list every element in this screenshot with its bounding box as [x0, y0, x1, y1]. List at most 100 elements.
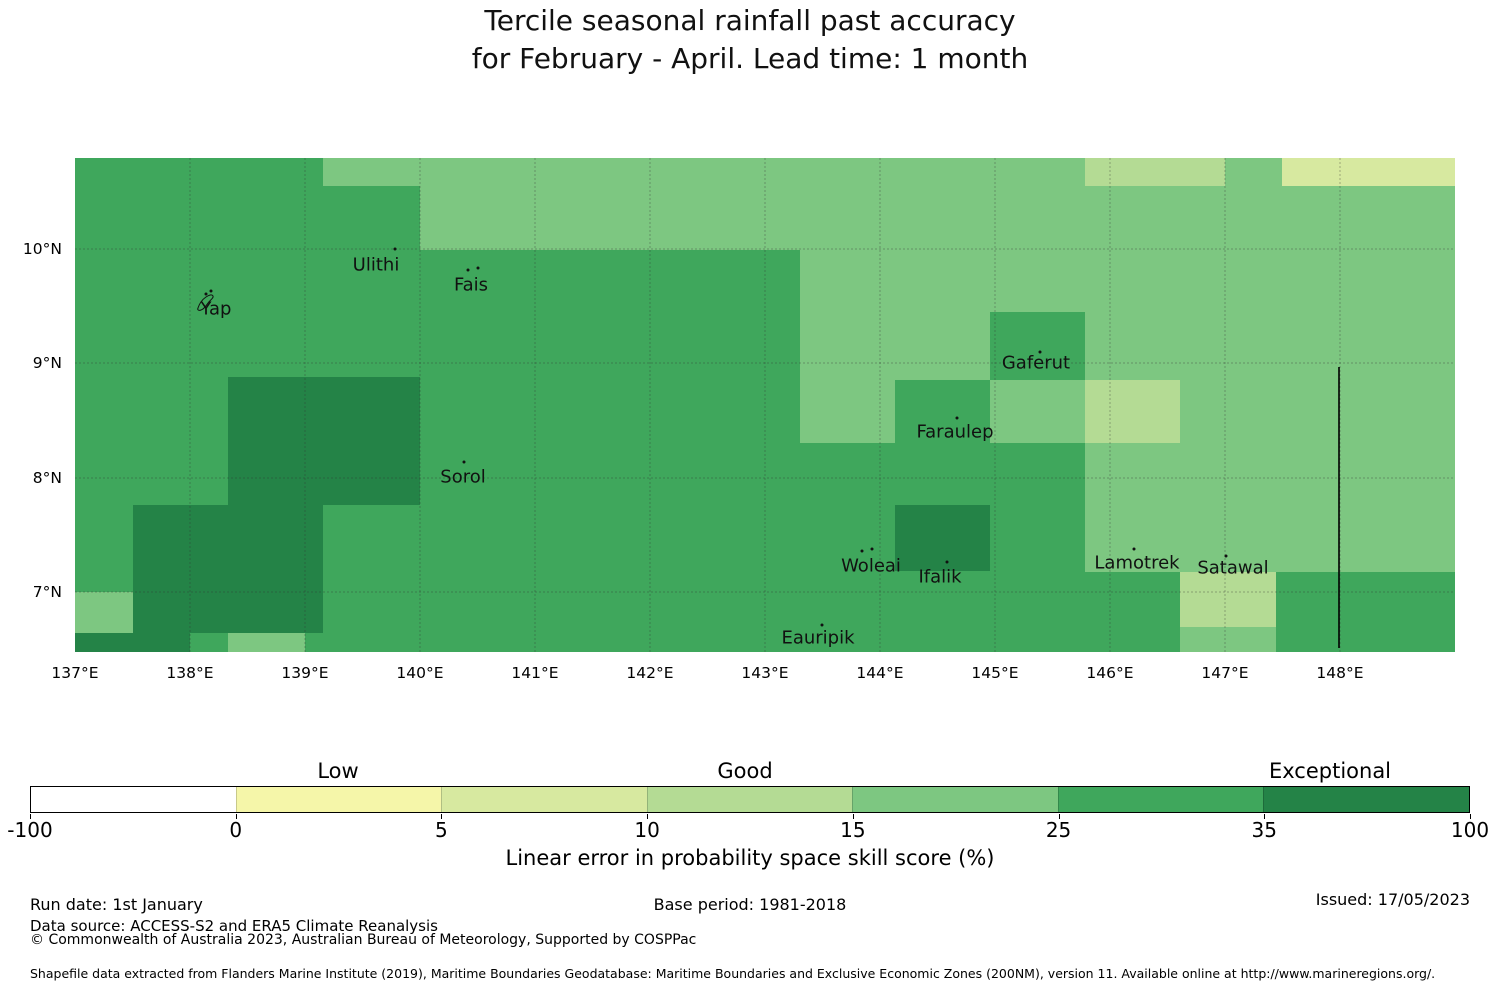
- colorbar-tick-label: 25: [1045, 818, 1072, 842]
- colorbar-tickmark: [1264, 814, 1266, 819]
- x-tick-label: 142°E: [626, 664, 674, 682]
- island-marker-dot: [860, 549, 864, 553]
- colorbar-segment: [852, 787, 1058, 812]
- colorbar-tickmark: [1470, 814, 1471, 819]
- base-period-text: Base period: 1981-2018: [653, 895, 847, 914]
- skill-score-cell: [75, 633, 190, 652]
- x-tick-label: 141°E: [511, 664, 559, 682]
- colorbar-tick-label: 100: [1450, 818, 1490, 842]
- island-label: Yap: [200, 299, 232, 320]
- skill-score-cell: [1180, 627, 1276, 652]
- island-marker-dot: [870, 547, 874, 551]
- skill-score-cell: [800, 250, 1455, 312]
- island-marker-dot: [476, 266, 480, 270]
- colorbar-tick-label: 35: [1251, 818, 1278, 842]
- rainfall-accuracy-map: Ulithi Fais Yap Gaferut Faraulep Sorol Woleai I…: [75, 158, 1455, 652]
- colorbar-tickmark: [441, 814, 443, 819]
- skill-score-cell: [133, 505, 323, 633]
- island-label: Lamotrek: [1094, 553, 1180, 574]
- island-marker-dot: [462, 460, 466, 464]
- colorbar-segment: [1263, 787, 1470, 812]
- colorbar-tickmark: [235, 814, 237, 819]
- skill-score-cell: [1180, 380, 1455, 443]
- skill-score-cell: [800, 380, 895, 443]
- data-source-text: Data source: ACCESS-S2 and ERA5 Climate …: [30, 917, 438, 935]
- skill-score-cell: [800, 312, 990, 380]
- colorbar-tickmark: [852, 814, 854, 819]
- shapefile-attribution-text: Shapefile data extracted from Flanders M…: [30, 966, 1436, 981]
- run-date-text: Run date: 1st January: [30, 895, 203, 914]
- skill-score-cell: [1085, 312, 1455, 380]
- skill-score-cell: [420, 158, 1085, 250]
- colorbar-segment: [1057, 787, 1264, 812]
- island-marker-dot: [393, 247, 397, 251]
- colorbar-tick-label: 15: [840, 818, 866, 842]
- chart-title-line2: for February - April. Lead time: 1 month: [471, 42, 1029, 76]
- x-tick-label: 145°E: [971, 664, 1019, 682]
- colorbar-tickmark: [30, 814, 31, 819]
- colorbar-segment: [31, 787, 236, 812]
- y-tick-label: 10°N: [22, 240, 62, 258]
- skill-score-cell: [1085, 443, 1455, 572]
- island-marker-dot: [209, 289, 213, 293]
- island-marker-dot: [820, 623, 824, 627]
- x-tick-label: 144°E: [856, 664, 904, 682]
- colorbar: [30, 786, 1470, 813]
- x-tick-label: 148°E: [1316, 664, 1364, 682]
- island-marker-dot: [955, 416, 959, 420]
- skill-score-cell: [75, 592, 133, 633]
- skill-score-cell: [1085, 186, 1455, 250]
- island-label: Ulithi: [353, 255, 400, 276]
- colorbar-axis-label: Linear error in probability space skill …: [505, 846, 995, 870]
- skill-score-cell: [228, 633, 305, 652]
- island-marker-dot: [1038, 350, 1042, 354]
- x-tick-label: 143°E: [741, 664, 789, 682]
- colorbar-region-label: Exceptional: [1268, 759, 1392, 783]
- skill-score-cell: [895, 505, 990, 571]
- yap-island-outline: [197, 294, 214, 311]
- colorbar-region-label: Good: [717, 759, 773, 783]
- colorbar-tick-label: 10: [634, 818, 660, 842]
- colorbar-region-label: Low: [317, 759, 359, 783]
- x-tick-label: 138°E: [166, 664, 214, 682]
- skill-score-cell: [1225, 158, 1282, 186]
- skill-score-cell: [1282, 158, 1455, 186]
- skill-score-cell: [1085, 158, 1225, 186]
- y-tick-label: 8°N: [32, 469, 62, 487]
- skill-score-cell: [323, 158, 420, 186]
- colorbar-segment: [441, 787, 647, 812]
- island-label: Fais: [454, 275, 488, 296]
- island-label: Faraulep: [916, 422, 993, 443]
- island-label: Eauripik: [781, 628, 855, 649]
- issued-date-text: Issued: 17/05/2023: [1315, 890, 1470, 909]
- x-tick-label: 137°E: [51, 664, 99, 682]
- island-marker-dot: [1132, 547, 1136, 551]
- colorbar-segment: [646, 787, 853, 812]
- island-marker-dot: [204, 292, 208, 296]
- colorbar-tick-label: 0: [229, 818, 243, 842]
- y-tick-label: 7°N: [32, 583, 62, 601]
- y-tick-label: 9°N: [32, 354, 62, 372]
- island-marker-dot: [945, 560, 949, 564]
- copyright-text: © Commonwealth of Australia 2023, Austra…: [30, 932, 697, 948]
- colorbar-tick-label: 5: [435, 818, 448, 842]
- island-label: Ifalik: [918, 567, 962, 588]
- island-label: Woleai: [841, 556, 901, 577]
- chart-title: Tercile seasonal rainfall past accuracy …: [0, 2, 1500, 78]
- skill-score-cell: [1085, 380, 1180, 443]
- skill-score-cell: [228, 377, 420, 505]
- skill-score-cell: [990, 380, 1085, 443]
- colorbar-tick-label: -100: [7, 818, 53, 842]
- island-marker-dot: [1224, 554, 1228, 558]
- skill-score-cell: [1180, 572, 1276, 627]
- island-marker-dot: [466, 268, 470, 272]
- island-label: Satawal: [1197, 558, 1268, 579]
- chart-title-line1: Tercile seasonal rainfall past accuracy: [484, 4, 1016, 37]
- x-tick-label: 147°E: [1201, 664, 1249, 682]
- colorbar-tickmark: [1058, 814, 1060, 819]
- island-label: Sorol: [440, 467, 485, 488]
- x-tick-label: 140°E: [396, 664, 444, 682]
- colorbar-segment: [235, 787, 442, 812]
- island-label: Gaferut: [1002, 353, 1070, 374]
- x-tick-label: 139°E: [281, 664, 329, 682]
